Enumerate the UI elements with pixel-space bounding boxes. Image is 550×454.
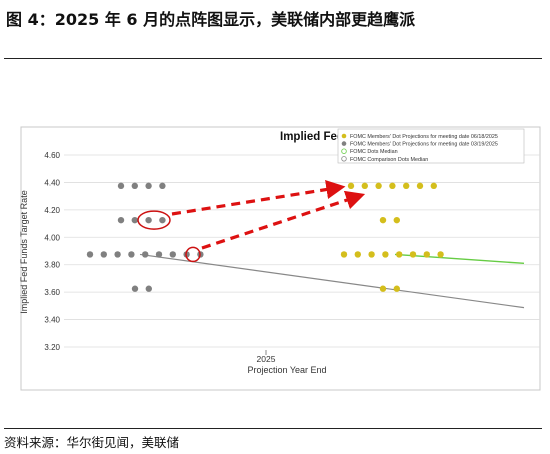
june-dot [423, 251, 430, 258]
june-dot [437, 251, 444, 258]
y-axis-label: Implied Fed Funds Target Rate [19, 190, 29, 313]
y-tick-label: 3.40 [44, 316, 60, 325]
x-axis-label: Projection Year End [247, 365, 326, 375]
march-dot [145, 216, 152, 224]
march-dot [145, 182, 152, 190]
june-dot [430, 182, 437, 190]
highlight-ring [185, 246, 201, 263]
legend-entry: FOMC Dots Median [350, 149, 398, 155]
legend-swatch [341, 133, 347, 139]
legend-entry: FOMC Comparison Dots Median [350, 157, 428, 163]
june-dot [361, 182, 368, 190]
march-dot [128, 251, 135, 258]
y-tick-label: 3.80 [44, 261, 60, 270]
june-dot [403, 182, 410, 190]
march-dot [86, 251, 94, 258]
median-line [394, 253, 525, 265]
march-dot [117, 216, 125, 224]
grid-lines [64, 154, 540, 348]
june-dot [389, 182, 396, 190]
comparison-median-line [139, 253, 525, 309]
june-dot [416, 182, 424, 190]
source-note: 资料来源：华尔街见闻，美联储 [4, 435, 180, 450]
legend-swatch [341, 141, 347, 146]
june-dot [379, 285, 387, 292]
june-dot [379, 216, 387, 224]
y-tick-label: 4.40 [44, 178, 60, 187]
y-tick-label: 3.20 [44, 343, 60, 352]
june-dot [340, 251, 348, 258]
y-tick-label: 4.20 [44, 206, 60, 215]
title-divider [4, 58, 542, 59]
june-dot [375, 182, 382, 190]
march-dot [131, 216, 138, 224]
march-dot [159, 216, 166, 224]
legend-entry: FOMC Members' Dot Projections for meetin… [350, 134, 498, 140]
annotations [137, 180, 366, 263]
june-dot [347, 182, 355, 190]
median-lines [139, 253, 525, 309]
march-dot [145, 285, 152, 292]
legend-box [337, 128, 525, 164]
source-divider [4, 428, 542, 429]
figure-title: 图 4：2025 年 6 月的点阵图显示，美联储内部更趋鹰派 [6, 10, 416, 29]
march-dot [142, 251, 149, 258]
march-dot [100, 251, 108, 258]
y-tick-label: 4.00 [44, 233, 60, 242]
highlight-ring [137, 210, 171, 230]
june-dot [393, 285, 400, 292]
march-dot [131, 285, 139, 292]
march-dot [131, 182, 138, 190]
march-dot [155, 251, 163, 258]
legend-entry: FOMC Members' Dot Projections for meetin… [350, 142, 498, 148]
june-dot [396, 251, 403, 258]
june-dot [393, 216, 400, 224]
june-dot [382, 251, 389, 258]
june-dot [368, 251, 375, 258]
march-dot [169, 251, 176, 258]
y-axis-ticks: 3.20 3.40 3.60 3.80 4.00 4.20 4.40 4.60 [44, 151, 60, 352]
march-dot [114, 251, 121, 258]
legend-swatch [341, 156, 347, 162]
june-dot [354, 251, 361, 258]
legend: FOMC Members' Dot Projections for meetin… [337, 128, 525, 164]
y-tick-label: 4.60 [44, 151, 60, 160]
y-tick-label: 3.60 [44, 288, 60, 297]
x-tick-label-2025: 2025 [257, 354, 276, 364]
arrow-lower [201, 190, 366, 250]
june-dot [409, 251, 417, 258]
march-dot [159, 182, 166, 190]
legend-swatch [341, 148, 347, 154]
march-dot [117, 182, 125, 190]
arrow-upper [171, 180, 346, 216]
